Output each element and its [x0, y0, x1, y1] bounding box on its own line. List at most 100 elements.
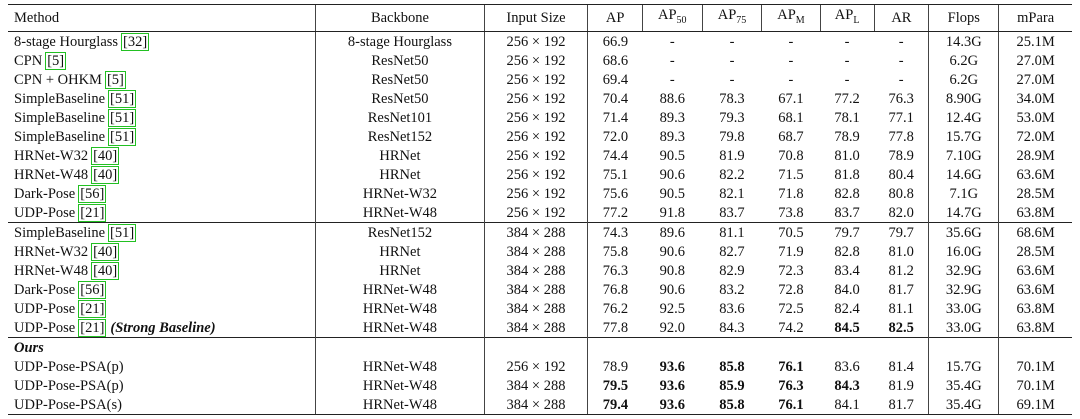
method-note: (Strong Baseline): [110, 319, 216, 336]
cell: 63.8M: [998, 318, 1072, 338]
method-name: SimpleBaseline: [14, 128, 106, 145]
group-label-row: Ours: [8, 337, 1072, 357]
cell: 6.2G: [928, 70, 999, 89]
column-header: Method: [8, 4, 316, 32]
cell: HRNet-W48: [315, 318, 485, 338]
method-cell: HRNet-W32 [40]: [8, 242, 316, 261]
cell: 35.6G: [928, 222, 999, 242]
cell: 92.5: [659, 300, 685, 317]
cell: ResNet50: [315, 51, 485, 70]
header-text: Backbone: [370, 10, 429, 26]
cell: 70.1M: [998, 357, 1072, 376]
method-cell: SimpleBaseline [51]: [8, 89, 316, 108]
cell: 90.6: [659, 243, 685, 260]
cell: 73.8: [778, 204, 804, 221]
cell: 82.0: [888, 204, 914, 221]
cell: 88.6: [659, 90, 685, 107]
method-cell: 8-stage Hourglass [32]: [8, 31, 316, 51]
cell: 71.4: [587, 108, 643, 127]
method-cell: SimpleBaseline [51]: [8, 222, 316, 242]
cell: 81.7: [888, 281, 914, 298]
cell: 83.6: [719, 300, 745, 317]
table-row: HRNet-W48 [40] HRNet 256 × 192 75.1 90.6 82.2 7…: [8, 165, 1072, 184]
cell: HRNet-W48: [315, 395, 485, 415]
cell: 93.6: [659, 377, 685, 394]
cell: 93.6: [659, 358, 685, 375]
cell: 35.4G: [928, 395, 999, 415]
empty-cell: [587, 337, 643, 357]
cell: 70.5: [761, 222, 821, 242]
cell: 89.6: [642, 222, 703, 242]
cell: 68.6: [587, 51, 643, 70]
header-text: Input Size: [506, 10, 566, 26]
cell: 77.8: [587, 318, 643, 338]
cell: ResNet152: [315, 127, 485, 146]
method-name: Dark-Pose: [14, 185, 76, 202]
cell: 63.8M: [998, 299, 1072, 318]
cell: 72.8: [778, 281, 804, 298]
cell: HRNet: [315, 261, 485, 280]
cell: 83.7: [834, 204, 860, 221]
cell: 82.5: [888, 319, 914, 336]
method-cell: UDP-Pose [21]: [8, 203, 316, 223]
empty-cell: [928, 337, 999, 357]
method-cell: SimpleBaseline [51]: [8, 108, 316, 127]
method-name: Dark-Pose: [14, 281, 76, 298]
column-header: AP: [587, 4, 643, 32]
citation: [21]: [78, 318, 107, 337]
cell: 76.8: [587, 280, 643, 299]
cell: 68.7: [778, 128, 804, 145]
cell: 27.0M: [998, 70, 1072, 89]
cell: HRNet-W48: [315, 357, 485, 376]
cell: 384 × 288: [483, 222, 588, 242]
cell: -: [874, 31, 929, 51]
table-row: CPN [5] ResNet50 256 × 192 68.6- - - - -6.2G 27.0…: [8, 51, 1072, 70]
cell: 81.2: [888, 262, 914, 279]
cell: 384 × 288: [483, 318, 588, 338]
cell: -: [669, 71, 675, 88]
cell: 14.7G: [928, 203, 999, 223]
cell: 256 × 192: [483, 357, 588, 376]
table-row: CPN + OHKM [5] ResNet50 256 × 192 69.4- - - - -6…: [8, 70, 1072, 89]
cell: 79.3: [719, 109, 745, 126]
table-header: Method Backbone Input Size AP AP50 AP75 APM APL…: [8, 4, 1072, 32]
empty-cell: [702, 337, 762, 357]
cell: ResNet101: [315, 108, 485, 127]
cell: 81.1: [702, 222, 762, 242]
cell: 77.1: [888, 109, 914, 126]
cell: 8.90G: [928, 89, 999, 108]
citation: [56]: [78, 184, 107, 203]
cell: 76.2: [587, 299, 643, 318]
cell: 89.3: [659, 128, 685, 145]
citation: [51]: [108, 108, 137, 127]
cell: 83.4: [834, 262, 860, 279]
column-header: APM: [761, 4, 821, 32]
empty-cell: [998, 337, 1072, 357]
cell: 33.0G: [928, 318, 999, 338]
cell: 81.0: [834, 147, 860, 164]
method-name: UDP-Pose: [14, 204, 76, 221]
cell: HRNet: [315, 146, 485, 165]
cell: 69.4: [587, 70, 643, 89]
table-row: UDP-Pose [21] HRNet-W48 384 × 288 76.2 92.5 83…: [8, 299, 1072, 318]
table-body: 8-stage Hourglass [32] 8-stage Hourglass 25…: [8, 31, 1072, 415]
citation: [40]: [91, 261, 120, 280]
citation: [5]: [104, 70, 126, 89]
header-text: AP: [605, 10, 625, 26]
cell: 81.8: [834, 166, 860, 183]
cell: 70.1M: [998, 376, 1072, 395]
cell: -: [788, 52, 794, 69]
cell: HRNet-W32: [315, 184, 485, 203]
method-cell: SimpleBaseline [51]: [8, 127, 316, 146]
cell: 76.3: [778, 377, 804, 394]
cell: 90.6: [659, 166, 685, 183]
cell: 80.4: [888, 166, 914, 183]
cell: 76.1: [778, 358, 804, 375]
column-header: AP50: [641, 4, 703, 32]
empty-cell: [642, 337, 703, 357]
cell: 68.6M: [998, 222, 1072, 242]
cell: 12.4G: [928, 108, 999, 127]
cell: 256 × 192: [483, 127, 588, 146]
empty-cell: [315, 337, 485, 357]
